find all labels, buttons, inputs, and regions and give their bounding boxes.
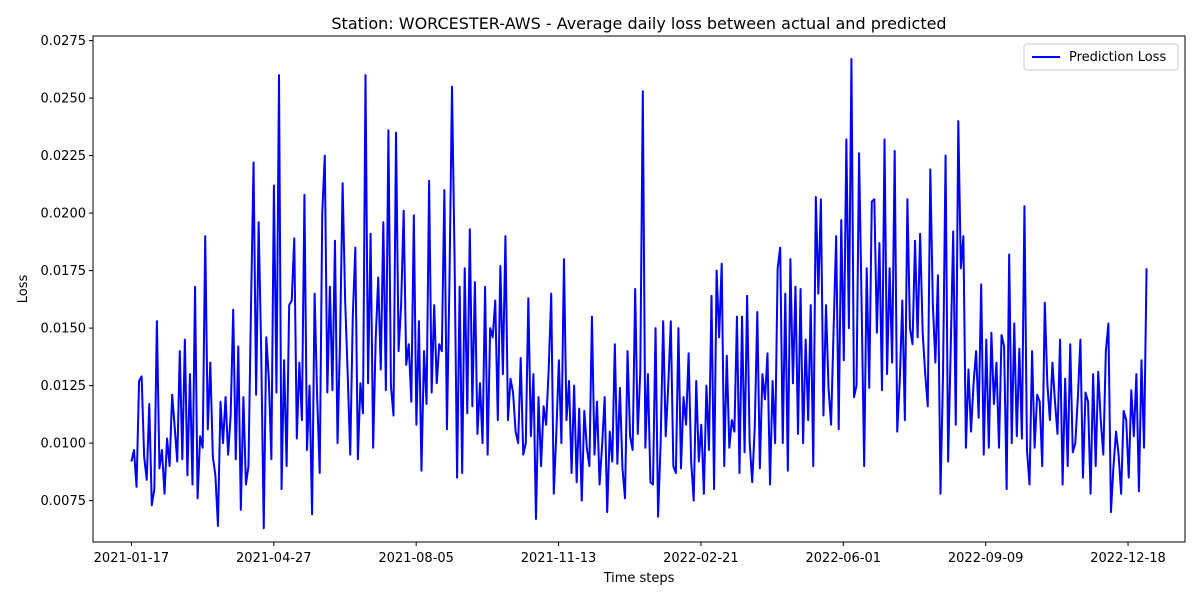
x-tick-label: 2021-01-17 <box>94 551 170 566</box>
plot-frame <box>92 35 1186 543</box>
x-tick-label: 2021-04-27 <box>236 551 312 566</box>
x-tick-label: 2022-06-01 <box>806 551 882 566</box>
y-tick-label: 0.0275 <box>41 34 87 49</box>
y-tick-label: 0.0100 <box>41 437 87 452</box>
y-tick-label: 0.0250 <box>41 92 87 107</box>
x-axis-label: Time steps <box>603 571 675 586</box>
x-tick-label: 2021-11-13 <box>521 551 597 566</box>
y-tick-label: 0.0175 <box>41 264 87 279</box>
y-axis-label: Loss <box>16 275 31 304</box>
x-tick-label: 2022-12-18 <box>1090 551 1166 566</box>
y-tick-label: 0.0150 <box>41 322 87 337</box>
plot-area <box>92 35 1186 543</box>
y-tick-label: 0.0075 <box>41 494 87 509</box>
legend-label-prediction-loss: Prediction Loss <box>1069 50 1166 65</box>
series-line-prediction-loss <box>130 58 1148 530</box>
y-axis: 0.0075 0.0100 0.0125 0.0150 0.0175 0.0200 0.02… <box>41 34 93 509</box>
y-tick-label: 0.0200 <box>41 207 87 222</box>
y-tick-label: 0.0125 <box>41 379 87 394</box>
x-tick-label: 2022-09-09 <box>948 551 1024 566</box>
x-tick-label: 2021-08-05 <box>378 551 454 566</box>
chart-title: Station: WORCESTER-AWS - Average daily l… <box>331 14 946 33</box>
legend: Prediction Loss <box>1023 43 1179 71</box>
y-tick-label: 0.0225 <box>41 149 87 164</box>
x-axis: 2021-01-17 2021-04-27 2021-08-05 2021-11-13… <box>94 542 1166 566</box>
x-tick-label: 2022-02-21 <box>663 551 739 566</box>
legend-box <box>1023 43 1179 71</box>
